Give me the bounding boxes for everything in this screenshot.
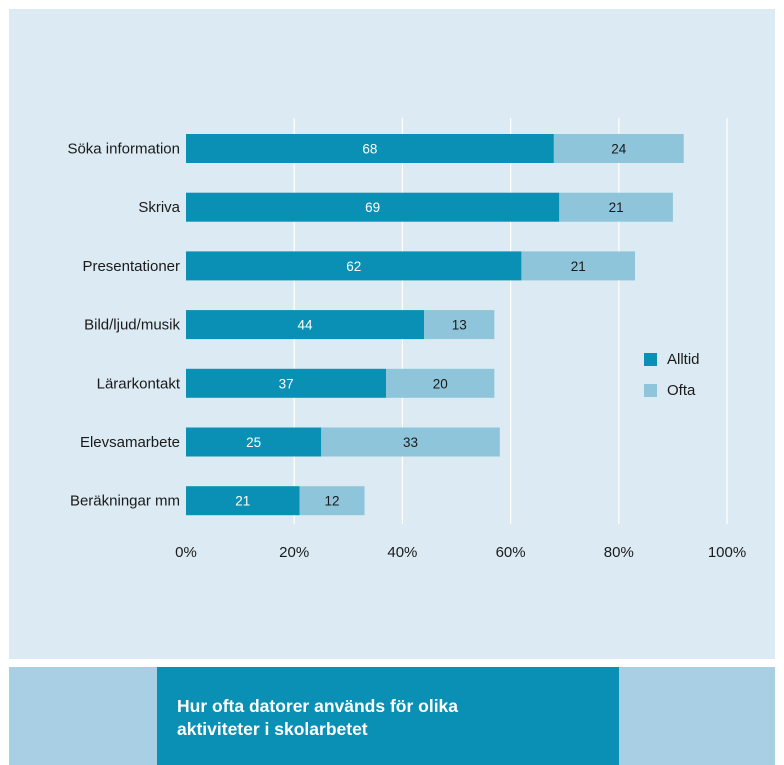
category-label: Presentationer	[82, 258, 180, 275]
category-label: Bild/ljud/musik	[84, 317, 180, 334]
bar-segment	[559, 192, 673, 222]
bar-segment	[299, 486, 365, 516]
data-label: 12	[325, 494, 340, 509]
data-label: 37	[279, 376, 294, 391]
bar-segment	[424, 310, 495, 340]
x-tick-label: 60%	[496, 544, 526, 561]
data-label: 20	[433, 376, 448, 391]
data-label: 62	[346, 259, 361, 274]
legend-swatch-alltid	[644, 353, 657, 366]
bar-segment	[186, 427, 322, 457]
category-label: Lärarkontakt	[97, 375, 181, 392]
bar-segment	[186, 192, 560, 222]
category-label: Skriva	[138, 199, 180, 216]
data-label: 44	[298, 318, 314, 333]
data-label: 25	[246, 435, 261, 450]
data-label: 21	[235, 494, 250, 509]
legend-label-ofta: Ofta	[667, 382, 696, 399]
bar-segment	[186, 251, 522, 281]
bar-segment	[553, 134, 684, 163]
data-label: 33	[403, 435, 418, 450]
x-tick-label: 80%	[604, 544, 634, 561]
bar-segment	[521, 251, 636, 281]
x-tick-label: 100%	[708, 544, 746, 561]
data-label: 21	[571, 259, 586, 274]
category-label: Elevsamarbete	[80, 434, 180, 451]
bar-segment	[321, 427, 500, 457]
data-label: 68	[362, 142, 377, 157]
data-label: 24	[611, 142, 627, 157]
legend-label-alltid: Alltid	[667, 351, 700, 368]
x-tick-label: 20%	[279, 544, 309, 561]
data-label: 69	[365, 200, 380, 215]
bar-segment	[386, 368, 495, 398]
caption-box: Hur ofta datorer används för olika aktiv…	[157, 667, 619, 765]
caption-line-1: Hur ofta datorer används för olika	[177, 696, 459, 716]
bar-segment	[186, 134, 554, 163]
stacked-bar-chart: 0% 20% 40% 60% 80% 100% Söka information 68 24 Sk…	[67, 118, 746, 561]
category-label: Söka information	[67, 141, 180, 158]
x-tick-label: 40%	[387, 544, 417, 561]
data-label: 21	[609, 200, 624, 215]
legend-swatch-ofta	[644, 384, 657, 397]
caption-line-2: aktiviteter i skolarbetet	[177, 719, 368, 739]
bar-segment	[186, 486, 300, 516]
caption-title: Hur ofta datorer används för olika aktiv…	[177, 695, 597, 741]
category-label: Beräkningar mm	[70, 493, 180, 510]
bar-segment	[186, 368, 387, 398]
x-tick-label: 0%	[175, 544, 197, 561]
bar-segment	[186, 310, 425, 340]
data-label: 13	[452, 318, 467, 333]
